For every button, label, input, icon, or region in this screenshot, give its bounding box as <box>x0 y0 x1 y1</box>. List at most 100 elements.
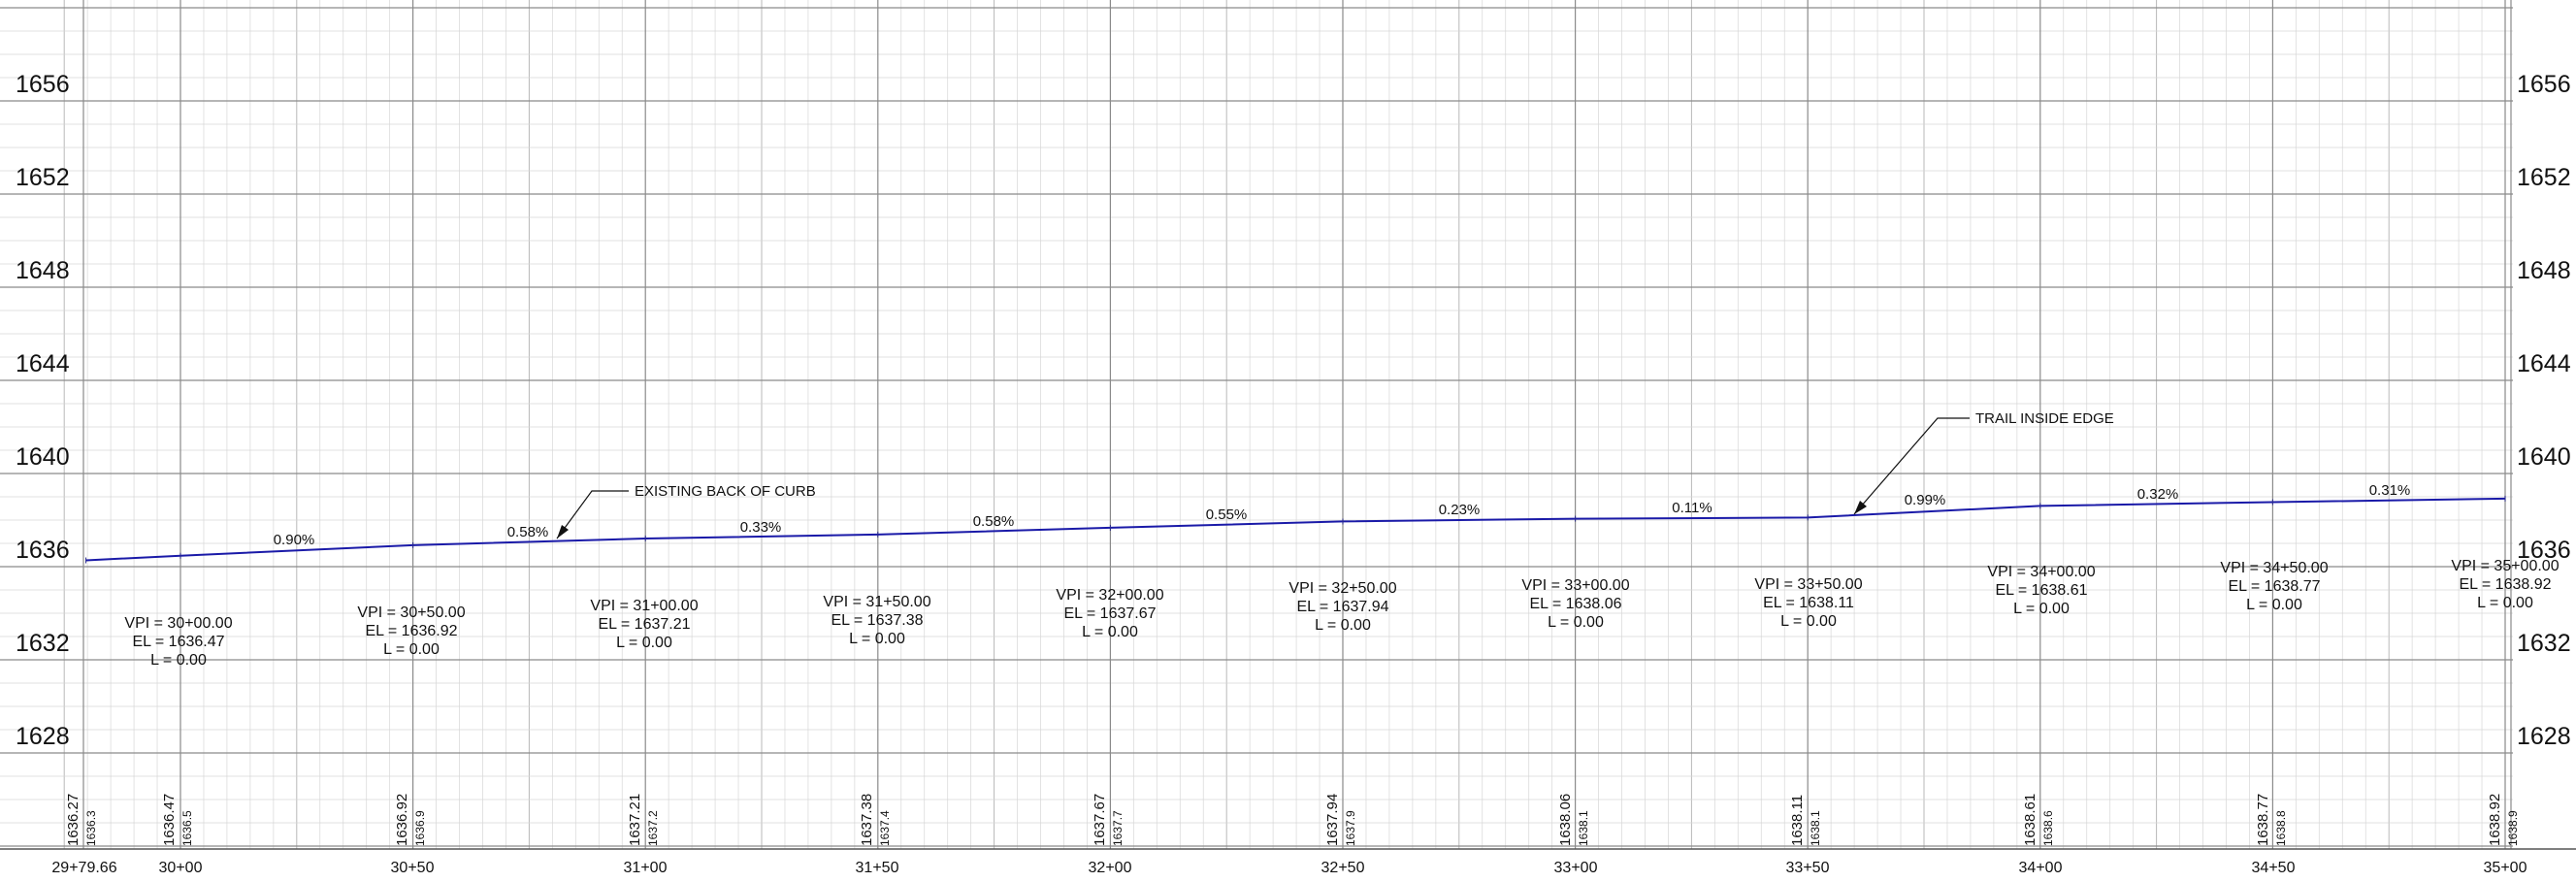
elevation-label: 1656 <box>16 71 70 98</box>
arrowhead-icon <box>1854 501 1867 514</box>
vpi-length: L = 0.00 <box>2246 597 2302 613</box>
grade-labels: 0.90% 0.58% 0.33% 0.58% 0.55% 0.23% 0.11… <box>274 482 2411 548</box>
vpi-station: VPI = 34+00.00 <box>1987 564 2095 580</box>
elevation-label: 1628 <box>16 723 70 750</box>
elevation-label: 1648 <box>2517 257 2571 284</box>
design-elevation: 1636.47 <box>161 794 178 846</box>
bottom-elevation: 1637.38 1637.4 <box>859 794 892 846</box>
grade-label: 0.90% <box>274 532 315 548</box>
vpi-station: VPI = 32+50.00 <box>1288 580 1396 597</box>
bottom-elevation: 1638.11 1638.1 <box>1789 795 1822 846</box>
vpi-length: L = 0.00 <box>2013 601 2070 617</box>
rounded-elevation: 1638.8 <box>2274 810 2288 846</box>
vpi-station: VPI = 33+50.00 <box>1754 576 1862 593</box>
vpi-label: VPI = 35+00.00 EL = 1638.92 L = 0.00 <box>2451 558 2559 611</box>
vpi-station: VPI = 33+00.00 <box>1521 577 1629 594</box>
vpi-station: VPI = 35+00.00 <box>2451 558 2559 574</box>
station-label: 31+00 <box>624 860 668 876</box>
station-axis: 29+79.66 30+00 30+50 31+00 31+50 32+00 3… <box>51 860 2527 876</box>
design-elevation: 1636.27 <box>65 794 82 846</box>
vpi-station: VPI = 32+00.00 <box>1056 587 1163 604</box>
design-elevation: 1638.92 <box>2487 794 2503 846</box>
elevation-axis-left: 1656 1652 1648 1644 1640 1636 1632 1628 <box>16 71 70 750</box>
grade-label: 0.23% <box>1439 502 1481 518</box>
vpi-elevation: EL = 1637.21 <box>598 616 690 633</box>
rounded-elevation: 1638.9 <box>2506 810 2520 846</box>
rounded-elevation: 1636.5 <box>180 810 194 846</box>
station-label: 32+00 <box>1089 860 1132 876</box>
rounded-elevation: 1638.1 <box>1809 810 1822 846</box>
minor-grid <box>0 0 2513 849</box>
vpi-length: L = 0.00 <box>150 652 207 669</box>
profile-line <box>85 497 2506 562</box>
vpi-label: VPI = 32+50.00 EL = 1637.94 L = 0.00 <box>1288 580 1396 634</box>
station-label: 35+00 <box>2484 860 2527 876</box>
vpi-elevation: EL = 1636.47 <box>132 634 224 650</box>
bottom-elevation: 1636.47 1636.5 <box>161 794 194 846</box>
vpi-markers <box>85 495 2506 564</box>
grade-label: 0.58% <box>973 513 1015 530</box>
elevation-label: 1644 <box>16 350 70 377</box>
grade-label: 0.31% <box>2369 482 2411 499</box>
bottom-elevation-labels: 1636.27 1636.3 1636.47 1636.5 1636.92 16… <box>65 794 2520 846</box>
vpi-elevation: EL = 1637.94 <box>1296 599 1388 615</box>
vpi-labels: VPI = 30+00.00 EL = 1636.47 L = 0.00 VPI… <box>124 558 2559 669</box>
callout-curb: EXISTING BACK OF CURB <box>556 483 816 539</box>
vpi-elevation: EL = 1636.92 <box>365 623 457 639</box>
vpi-length: L = 0.00 <box>1315 617 1371 634</box>
vpi-label: VPI = 30+00.00 EL = 1636.47 L = 0.00 <box>124 615 232 669</box>
design-elevation: 1638.06 <box>1557 794 1574 846</box>
bottom-elevation: 1637.94 1637.9 <box>1324 794 1357 846</box>
grade-label: 0.99% <box>1905 492 1946 508</box>
station-label: 30+50 <box>391 860 435 876</box>
grade-label: 0.32% <box>2137 486 2179 503</box>
bottom-elevation: 1638.77 1638.8 <box>2255 794 2288 846</box>
vpi-label: VPI = 33+50.00 EL = 1638.11 L = 0.00 <box>1754 576 1862 630</box>
bottom-elevation: 1637.67 1637.7 <box>1092 794 1125 846</box>
elevation-label: 1644 <box>2517 350 2571 377</box>
rounded-elevation: 1637.9 <box>1344 810 1357 846</box>
vpi-elevation: EL = 1637.67 <box>1063 605 1156 622</box>
elevation-label: 1636 <box>16 537 70 564</box>
vpi-elevation: EL = 1637.38 <box>831 612 923 629</box>
bottom-elevation: 1638.92 1638.9 <box>2487 794 2520 846</box>
vpi-label: VPI = 33+00.00 EL = 1638.06 L = 0.00 <box>1521 577 1629 631</box>
station-label: 31+50 <box>856 860 899 876</box>
bottom-elevation: 1638.61 1638.6 <box>2022 794 2055 846</box>
rounded-elevation: 1637.2 <box>646 810 660 846</box>
vpi-length: L = 0.00 <box>1780 613 1837 630</box>
station-label: 34+00 <box>2019 860 2063 876</box>
bottom-elevation: 1636.27 1636.3 <box>65 794 98 846</box>
rounded-elevation: 1637.4 <box>878 810 892 846</box>
design-elevation: 1638.77 <box>2255 794 2271 846</box>
rounded-elevation: 1637.7 <box>1111 810 1125 846</box>
vpi-label: VPI = 31+50.00 EL = 1637.38 L = 0.00 <box>823 594 930 647</box>
elevation-label: 1652 <box>16 164 70 191</box>
station-label: 33+50 <box>1786 860 1830 876</box>
grade-label: 0.11% <box>1672 500 1712 516</box>
grade-label: 0.58% <box>507 524 549 540</box>
vpi-label: VPI = 31+00.00 EL = 1637.21 L = 0.00 <box>590 598 698 651</box>
vpi-length: L = 0.00 <box>616 635 672 651</box>
elevation-label: 1656 <box>2517 71 2571 98</box>
grade-label: 0.33% <box>740 519 782 536</box>
vpi-station: VPI = 31+00.00 <box>590 598 698 614</box>
elevation-label: 1628 <box>2517 723 2571 750</box>
elevation-label: 1640 <box>16 443 70 471</box>
vpi-length: L = 0.00 <box>849 631 905 647</box>
vpi-station: VPI = 34+50.00 <box>2220 560 2328 576</box>
station-label: 32+50 <box>1321 860 1365 876</box>
vpi-length: L = 0.00 <box>1548 614 1604 631</box>
vpi-length: L = 0.00 <box>1082 624 1138 640</box>
station-label: 33+00 <box>1554 860 1598 876</box>
vpi-length: L = 0.00 <box>383 641 440 658</box>
callout-leader <box>1853 417 1970 515</box>
grade-label: 0.55% <box>1206 506 1248 523</box>
station-label: 29+79.66 <box>51 860 116 876</box>
callout-leader <box>556 490 629 539</box>
elevation-label: 1640 <box>2517 443 2571 471</box>
bottom-elevation: 1638.06 1638.1 <box>1557 794 1590 846</box>
major-grid <box>0 0 2513 849</box>
